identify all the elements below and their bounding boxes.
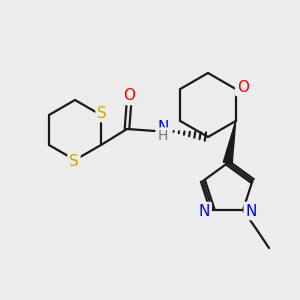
Text: N: N [157, 119, 169, 134]
Text: S: S [97, 106, 107, 121]
Text: O: O [237, 80, 249, 94]
Text: N: N [245, 203, 257, 218]
Text: O: O [123, 88, 135, 104]
Text: S: S [69, 154, 79, 169]
Polygon shape [223, 121, 236, 164]
Text: N: N [199, 203, 210, 218]
Text: H: H [158, 129, 168, 143]
